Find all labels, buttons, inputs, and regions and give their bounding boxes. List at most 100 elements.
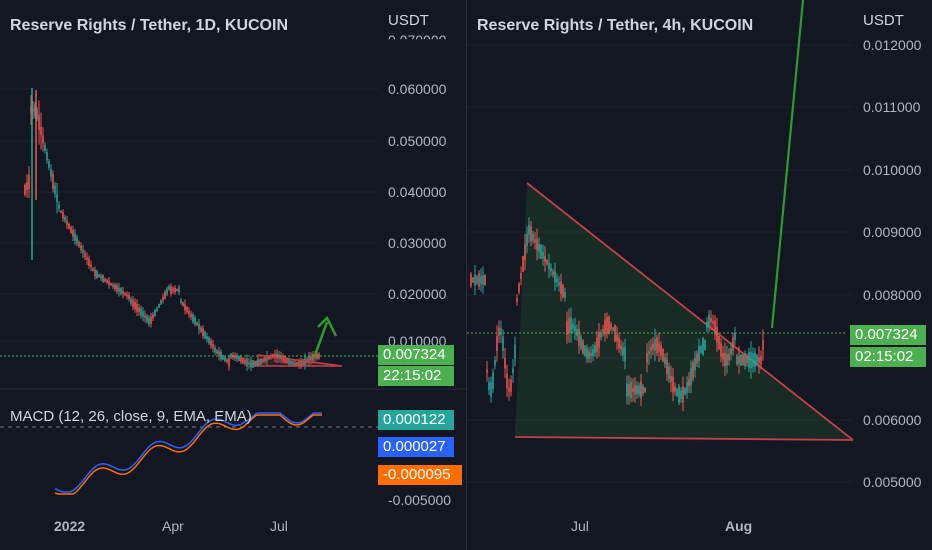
candle-body: [742, 354, 744, 366]
candle-body: [256, 361, 258, 366]
candle-body: [254, 360, 256, 367]
candle-body: [708, 314, 710, 327]
candle-body: [530, 226, 532, 242]
candle-body: [104, 278, 106, 282]
triangle-upper-line[interactable]: [526, 182, 854, 441]
left-time-axis[interactable]: 2022 Apr Jul: [54, 518, 288, 534]
candle-body: [28, 174, 30, 190]
candle-body: [552, 271, 554, 275]
candle-body: [504, 357, 506, 369]
candle-body: [508, 387, 510, 392]
candle-body: [596, 337, 598, 352]
candle-body: [296, 362, 298, 366]
candle-body: [298, 361, 300, 367]
left-price-tick: 0.020000: [388, 286, 447, 302]
candle-body: [612, 327, 614, 331]
candle-body: [200, 327, 202, 332]
candle-body: [762, 340, 764, 350]
candle-body: [214, 347, 216, 353]
candle-body: [126, 294, 128, 297]
right-time-axis[interactable]: Jul Aug: [571, 518, 752, 534]
candle-body: [64, 217, 66, 221]
candle-body: [632, 387, 634, 393]
candle-body: [308, 356, 310, 363]
candle-body: [204, 331, 206, 339]
left-partial-tick: 0.070000: [388, 32, 447, 48]
right-price-axis[interactable]: 0.012000 0.011000 0.010000 0.009000 0.00…: [863, 37, 922, 490]
triangle-drawing[interactable]: [257, 354, 343, 367]
candle-body: [166, 288, 168, 295]
candle-body: [548, 263, 550, 269]
breakout-arrowhead[interactable]: [317, 315, 338, 337]
candle-body: [168, 286, 170, 290]
candle-body: [194, 317, 196, 325]
candle-body: [514, 344, 516, 359]
right-chart-panel[interactable]: 0.012000 0.011000 0.010000 0.009000 0.00…: [466, 0, 932, 550]
candle-body: [714, 320, 716, 335]
candle-body: [236, 355, 238, 360]
right-price-badge: 0.007324: [850, 325, 926, 345]
candle-body: [506, 373, 508, 389]
candle-body: [722, 352, 724, 360]
left-price-tick: 0.040000: [388, 184, 447, 200]
candle-body: [158, 303, 160, 308]
candle-body: [566, 320, 568, 335]
candle-body: [226, 359, 228, 362]
candle-body: [670, 375, 672, 383]
candle-body: [482, 275, 484, 285]
candle-body: [522, 256, 524, 272]
candle-body: [290, 361, 292, 364]
candle-body: [662, 349, 664, 362]
triangle-fill[interactable]: [515, 183, 853, 440]
candle-body: [480, 276, 482, 284]
candle-body: [754, 352, 756, 368]
candle-body: [622, 347, 624, 356]
candle-body: [606, 317, 608, 334]
triangle-lower-line[interactable]: [514, 436, 854, 441]
candle-body: [488, 382, 490, 390]
right-chart-canvas[interactable]: 0.012000 0.011000 0.010000 0.009000 0.00…: [467, 0, 932, 550]
candle-body: [212, 344, 214, 349]
candle-body: [676, 388, 678, 397]
candle-body: [180, 300, 182, 303]
candle-body: [600, 332, 602, 338]
candle-body: [140, 308, 142, 316]
candle-body: [706, 321, 708, 328]
candle-body: [586, 348, 588, 360]
left-chart-panel[interactable]: 0.070000 0.060000 0.050000 0.040000 0.03…: [0, 0, 466, 550]
candle-body: [120, 288, 122, 295]
macd-legend[interactable]: MACD (12, 26, close, 9, EMA, EMA): [10, 408, 252, 425]
candle-body: [278, 354, 280, 359]
candle-body: [150, 316, 152, 324]
macd-params: (12, 26, close, 9, EMA, EMA): [58, 408, 252, 425]
candle-body: [164, 291, 166, 299]
left-chart-title[interactable]: Reserve Rights / Tether, 1D, KUCOIN: [10, 17, 288, 34]
candle-body: [196, 322, 198, 326]
candle-body: [294, 362, 296, 365]
candle-body: [274, 354, 276, 358]
candle-body: [728, 353, 730, 361]
candle-body: [268, 355, 270, 360]
projection-line[interactable]: [770, 0, 805, 329]
candle-body: [38, 115, 40, 131]
candle-body: [496, 336, 498, 352]
candle-body: [738, 356, 740, 364]
candle-body: [578, 329, 580, 346]
candle-body: [216, 349, 218, 354]
candle-body: [592, 349, 594, 356]
candle-body: [500, 328, 502, 335]
candle-body: [716, 326, 718, 343]
breakout-arrow-line[interactable]: [312, 321, 329, 359]
candle-body: [60, 210, 62, 214]
candle-body: [740, 354, 742, 366]
candle-body: [702, 338, 704, 355]
candle-body: [96, 270, 98, 279]
candle-body: [626, 383, 628, 397]
candle-body: [550, 267, 552, 272]
right-chart-title[interactable]: Reserve Rights / Tether, 4h, KUCOIN: [477, 17, 754, 34]
signal-line: [54, 414, 322, 495]
candle-body: [306, 358, 308, 363]
candle-body: [644, 388, 646, 392]
candle-body: [758, 357, 760, 363]
candle-body: [142, 311, 144, 318]
